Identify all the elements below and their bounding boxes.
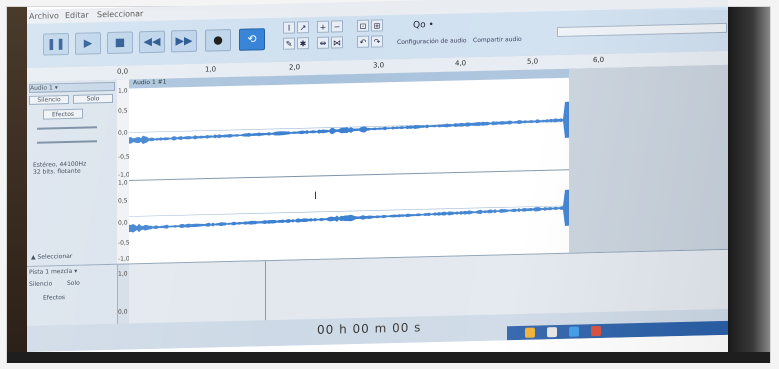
zoom-out-icon[interactable]: − <box>331 20 343 33</box>
redo-icon[interactable]: ↷ <box>371 35 383 48</box>
empty-timeline-area[interactable] <box>569 64 728 253</box>
effects-button[interactable]: Efectos <box>43 108 83 120</box>
record-button[interactable]: ● <box>205 29 231 52</box>
second-mute-button[interactable]: Silencio <box>29 280 53 288</box>
browser-icon[interactable] <box>569 326 579 337</box>
gain-slider[interactable] <box>37 126 97 130</box>
second-track-name[interactable]: Pista 1 mezcla ▾ <box>29 267 78 276</box>
mute-button[interactable]: Silencio <box>29 94 69 105</box>
solo-button[interactable]: Solo <box>73 93 113 104</box>
zoom-in-icon[interactable]: + <box>317 20 329 33</box>
track-name-button[interactable]: Audio 1 ▾ <box>29 81 115 93</box>
track-control-panel: Audio 1 ▾ Silencio Solo Efectos Estéreo,… <box>27 79 118 267</box>
monitor-bezel-right <box>728 7 770 362</box>
waveform: I <box>129 101 569 233</box>
pan-slider[interactable] <box>37 140 97 144</box>
play-button[interactable]: ▶ <box>75 32 101 55</box>
pause-button[interactable]: ❚❚ <box>43 32 69 56</box>
share-audio-label[interactable]: Compartir audio <box>473 35 522 45</box>
trim-icon[interactable]: ⇹ <box>317 36 329 49</box>
audacity-screen: Archivo Editar Seleccionar ❚❚ ▶ ■ ◀◀ ▶▶ … <box>27 0 728 353</box>
fit-selection-icon[interactable]: ⊡ <box>357 19 369 32</box>
menu-seleccionar[interactable]: Seleccionar <box>97 9 144 20</box>
amplitude-scale: 1,0 0,5 0,0 -0,5 -1,0 1,0 0,5 0,0 -0,5 -… <box>117 79 130 264</box>
undo-icon[interactable]: ↶ <box>357 35 369 48</box>
skip-start-button[interactable]: ◀◀ <box>139 30 165 54</box>
second-effects-button[interactable]: Efectos <box>43 294 66 302</box>
audio-setup-icon[interactable]: Qo • <box>413 20 434 31</box>
multi-tool-icon[interactable]: ✱ <box>297 37 309 50</box>
silence-icon[interactable]: ⋈ <box>331 36 343 49</box>
select-button[interactable]: ▲ Seleccionar <box>31 252 73 261</box>
skip-end-button[interactable]: ▶▶ <box>171 29 197 53</box>
text-cursor-icon: I <box>314 191 317 202</box>
ruler-tick: 6,0 <box>593 55 605 65</box>
second-track-control-panel: Pista 1 mezcla ▾ Silencio Solo Efectos <box>27 264 118 327</box>
second-scale-top: 1,0 <box>118 270 128 278</box>
track-info: Estéreo, 44100Hz 32 bits. flotante <box>33 160 87 176</box>
app-icon[interactable] <box>547 327 557 338</box>
tools-panel: I ↗ ✎ ✱ + − ⇹ ⋈ <box>283 20 343 57</box>
ruler-tick: 2,0 <box>289 63 301 72</box>
playhead-line <box>265 261 266 322</box>
timecode-display[interactable]: 00 h 00 m 00 s <box>317 320 422 337</box>
loop-button[interactable]: ⟲ <box>239 28 265 51</box>
ruler-tick: 1,0 <box>205 65 217 74</box>
waveform-channel-left <box>129 101 569 145</box>
second-solo-button[interactable]: Solo <box>67 279 80 288</box>
waveform-channel-right <box>129 189 569 233</box>
ruler-tick: 4,0 <box>455 59 467 68</box>
audacity-taskbar-icon[interactable] <box>591 325 601 337</box>
ruler-tick: 5,0 <box>527 57 539 66</box>
monitor-bezel-bottom <box>7 352 770 363</box>
waveform-area[interactable]: Audio 1 #1 I <box>129 68 569 264</box>
envelope-tool-icon[interactable]: ↗ <box>297 21 309 34</box>
fit-project-icon[interactable]: ⊞ <box>371 19 383 32</box>
ruler-tick: 0,0 <box>117 67 129 76</box>
draw-tool-icon[interactable]: ✎ <box>283 37 295 50</box>
selection-tool-icon[interactable]: I <box>283 21 295 34</box>
audio-setup-label[interactable]: Configuración de audio <box>397 37 467 46</box>
ruler-tick: 3,0 <box>373 61 385 70</box>
folder-icon[interactable] <box>525 327 535 338</box>
level-meter[interactable] <box>557 22 727 38</box>
monitor-bezel-left <box>7 7 27 362</box>
menu-editar[interactable]: Editar <box>65 10 89 21</box>
second-scale-mid: 0,0 <box>118 308 128 316</box>
menu-archivo[interactable]: Archivo <box>29 11 59 21</box>
stop-button[interactable]: ■ <box>107 31 133 55</box>
